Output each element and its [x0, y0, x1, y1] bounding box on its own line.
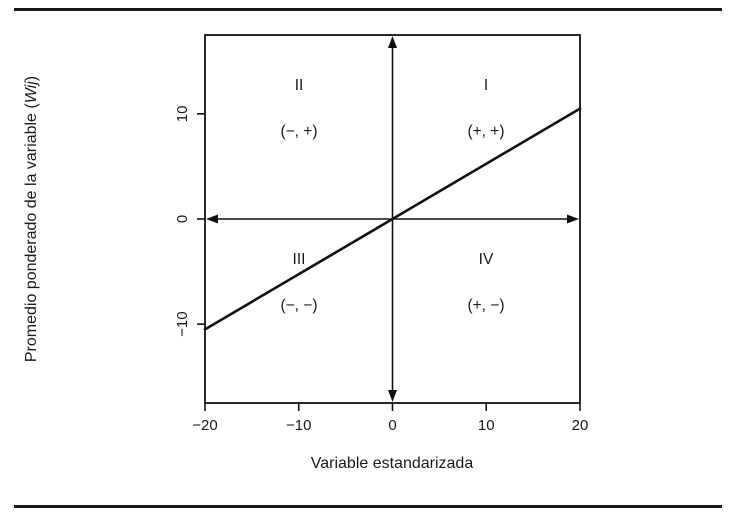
y-axis-title-close: ): [23, 76, 40, 81]
x-tick-label: 0: [388, 417, 396, 434]
quadrant-ii-signs: (−, +): [280, 123, 317, 140]
bottom-rule: [14, 505, 722, 508]
top-rule: [14, 8, 722, 11]
quadrant-i-signs: (+, +): [467, 123, 504, 140]
x-tick-label: −20: [192, 417, 217, 434]
x-axis-arrow-left: [206, 214, 218, 224]
y-axis-title-main: Promedio ponderado de la variable (: [23, 103, 40, 363]
chart-dynamic-layer: −20 −10 0 10 20 10 0 −10: [174, 36, 588, 434]
y-tick-label: 0: [174, 215, 191, 223]
quadrant-iii-signs: (−, −): [280, 297, 317, 314]
x-axis-title: Variable estandarizada: [311, 455, 474, 472]
y-tick-label: 10: [174, 106, 191, 123]
quadrant-iii-label: III: [293, 251, 306, 268]
y-axis-title: Promedio ponderado de la variable (Wij): [23, 76, 40, 362]
y-tick-label: −10: [174, 311, 191, 336]
quadrant-i-label: I: [484, 77, 488, 94]
x-axis-arrow-right: [567, 214, 579, 224]
x-tick-label: 20: [572, 417, 589, 434]
quadrant-iv-label: IV: [479, 251, 494, 268]
y-axis-arrow-bottom: [388, 390, 397, 402]
quadrant-ii-label: II: [295, 77, 304, 94]
x-tick-label: −10: [286, 417, 311, 434]
y-axis-arrow-top: [388, 36, 397, 48]
y-axis-title-italic: Wij: [23, 81, 40, 104]
x-tick-label: 10: [478, 417, 495, 434]
regression-line: [203, 107, 582, 331]
quadrant-iv-signs: (+, −): [467, 297, 504, 314]
